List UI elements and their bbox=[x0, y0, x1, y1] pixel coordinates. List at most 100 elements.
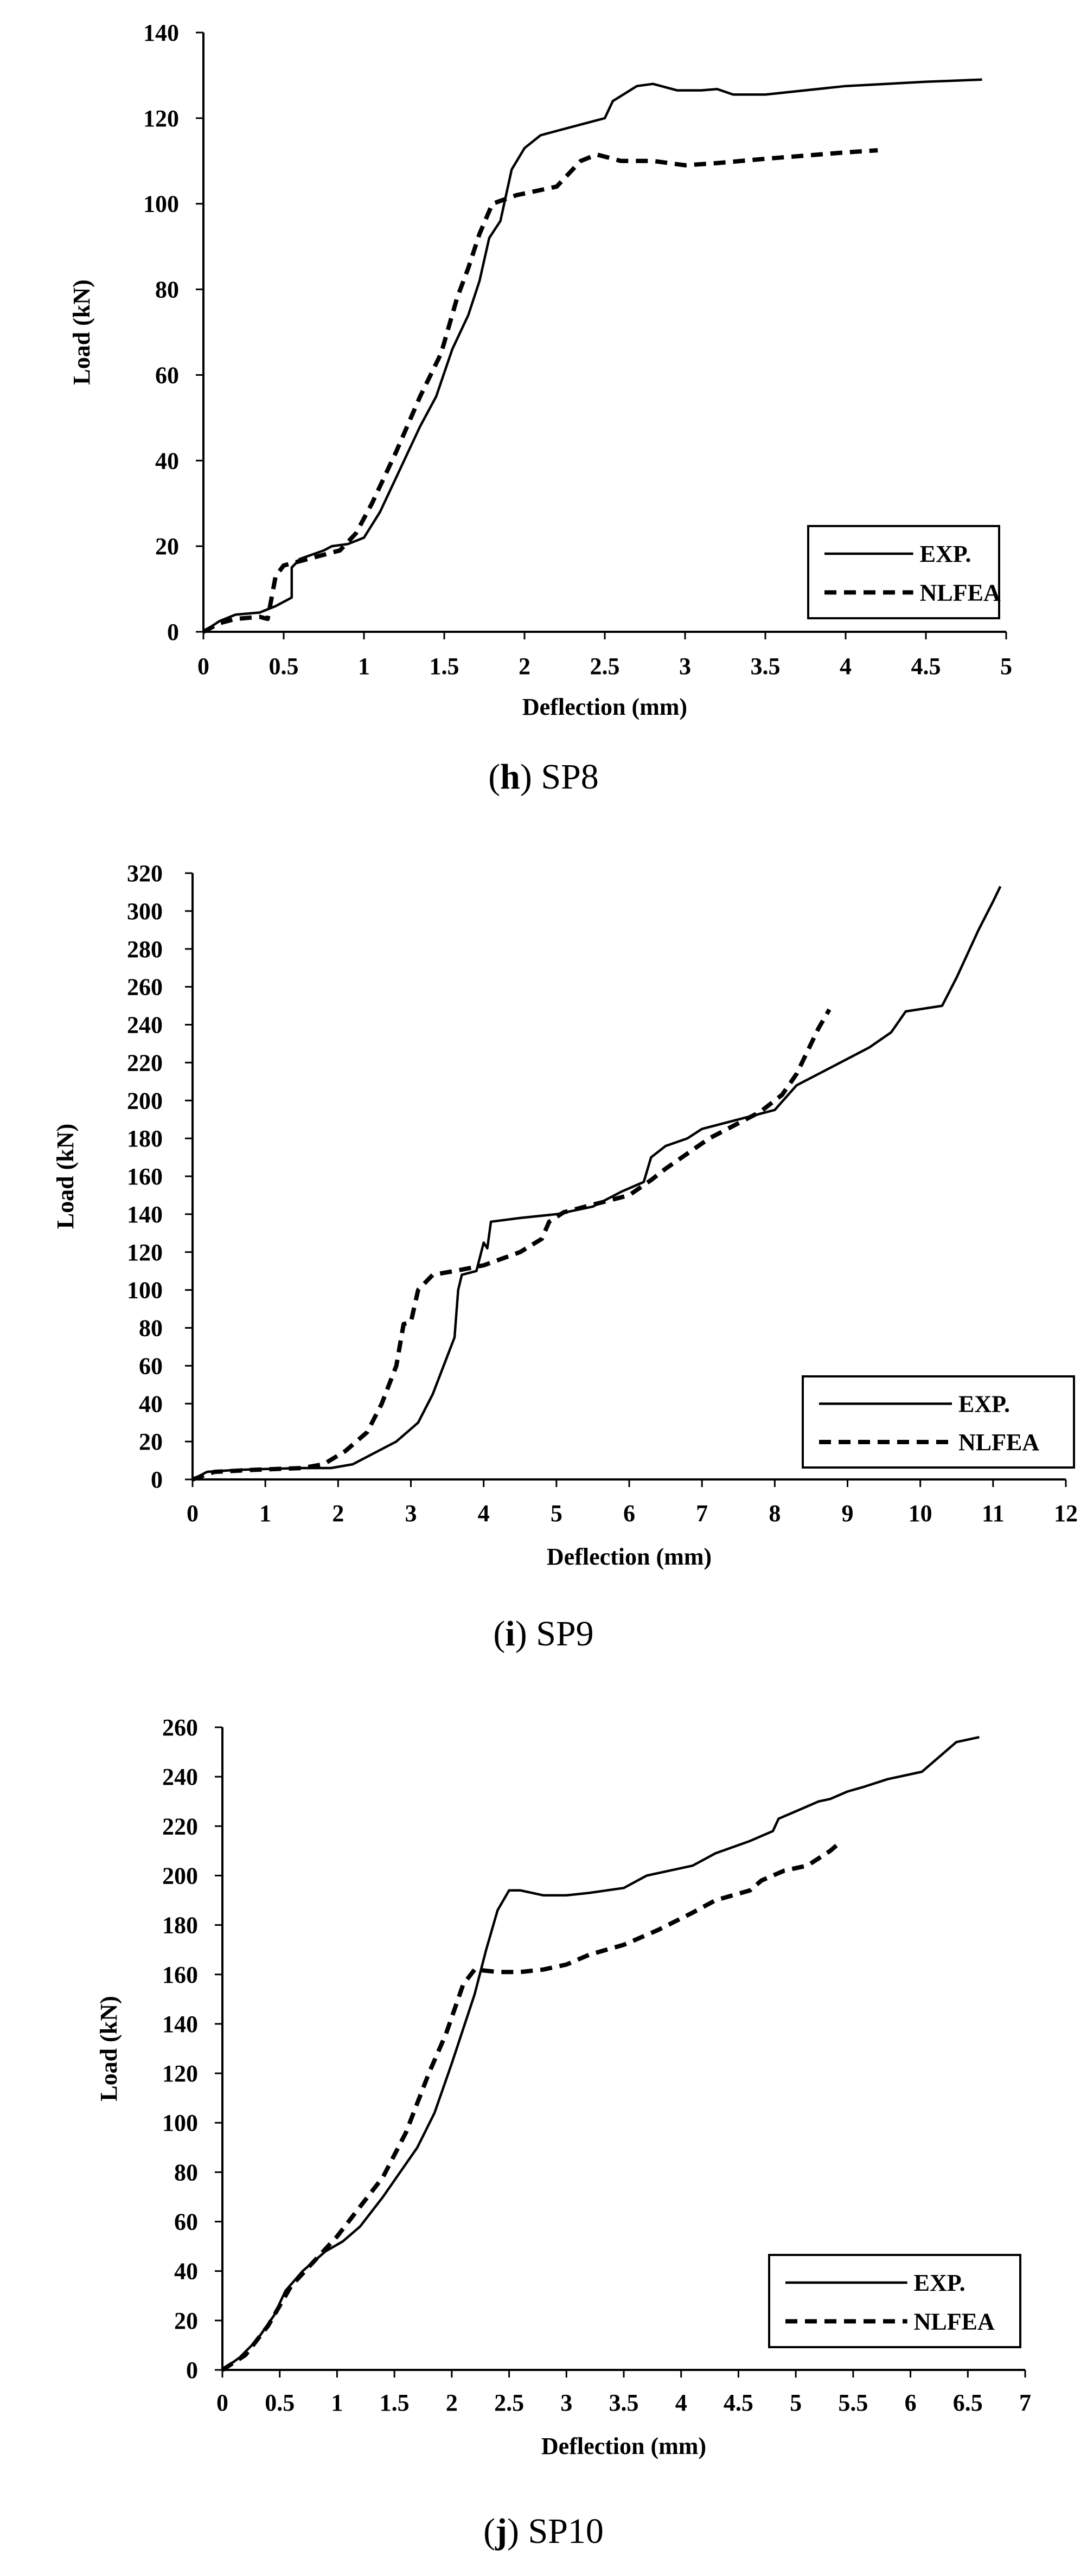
x-tick-label: 5 bbox=[790, 2389, 802, 2416]
y-tick-label: 0 bbox=[167, 619, 179, 645]
series-nlfea-line bbox=[202, 148, 878, 634]
y-tick-label: 240 bbox=[162, 1764, 198, 1790]
y-tick-label: 260 bbox=[127, 974, 163, 1001]
caption-sp8: (h) SP8 bbox=[488, 757, 599, 797]
x-tick-label: 1 bbox=[259, 1500, 271, 1527]
y-axis-title: Load (kN) bbox=[95, 1996, 122, 2101]
x-axis-title: Deflection (mm) bbox=[541, 2433, 706, 2459]
y-tick-label: 60 bbox=[174, 2209, 198, 2235]
legend: EXP. NLFEA bbox=[807, 525, 1001, 619]
y-tick-label: 100 bbox=[162, 2110, 198, 2136]
y-tick-label: 80 bbox=[155, 277, 179, 303]
y-tick-label: 140 bbox=[127, 1201, 163, 1228]
y-tick-label: 40 bbox=[139, 1390, 163, 1417]
legend-box bbox=[768, 2254, 1021, 2348]
x-tick-label: 0 bbox=[187, 1500, 199, 1527]
x-tick-label: 6 bbox=[905, 2389, 917, 2416]
y-tick-label: 120 bbox=[127, 1239, 163, 1266]
x-tick-label: 2.5 bbox=[590, 653, 620, 680]
series-nlfea-line bbox=[221, 1839, 843, 2372]
y-tick-label: 100 bbox=[143, 191, 179, 217]
legend-exp-label: EXP. bbox=[920, 541, 971, 567]
y-tick-label: 140 bbox=[143, 20, 179, 46]
legend-nlfea-label: NLFEA bbox=[958, 1429, 1039, 1456]
legend-exp-label: EXP. bbox=[958, 1390, 1010, 1417]
y-tick-label: 320 bbox=[127, 860, 163, 887]
x-tick-label: 3 bbox=[405, 1500, 417, 1527]
y-tick-label: 140 bbox=[162, 2011, 198, 2037]
legend-box bbox=[807, 525, 1000, 619]
y-tick-label: 100 bbox=[127, 1277, 163, 1304]
x-tick-label: 3 bbox=[679, 653, 691, 680]
series-exp-line bbox=[221, 1736, 980, 2371]
chart-sp9: 0204060801001201401601802002202402602803… bbox=[52, 860, 1078, 1570]
y-tick-label: 120 bbox=[143, 105, 179, 132]
y-tick-label: 120 bbox=[162, 2060, 198, 2087]
x-tick-label: 2 bbox=[446, 2389, 458, 2416]
y-tick-label: 0 bbox=[186, 2357, 198, 2383]
x-tick-label: 5.5 bbox=[838, 2389, 868, 2416]
y-tick-label: 60 bbox=[139, 1353, 163, 1379]
y-tick-label: 160 bbox=[127, 1163, 163, 1190]
x-tick-label: 1 bbox=[358, 653, 370, 680]
y-tick-label: 80 bbox=[174, 2159, 198, 2186]
y-tick-label: 180 bbox=[162, 1912, 198, 1939]
legend-exp-label: EXP. bbox=[914, 2270, 965, 2296]
legend-nlfea-label: NLFEA bbox=[920, 579, 1001, 606]
caption-name: SP10 bbox=[528, 2511, 604, 2551]
chart-sp8: 0 20 40 60 80 100 120 140 0 0.5 1 1.5 2 2.5 3 3.5 4 4.5 5 D… bbox=[68, 20, 1012, 720]
y-tick-label: 200 bbox=[127, 1087, 163, 1114]
x-tick-label: 4 bbox=[478, 1500, 490, 1527]
x-tick-label: 10 bbox=[909, 1500, 932, 1527]
x-tick-label: 2 bbox=[332, 1500, 344, 1527]
caption-name: SP9 bbox=[536, 1614, 594, 1654]
y-tick-label: 20 bbox=[155, 533, 179, 560]
x-tick-label: 2.5 bbox=[494, 2389, 524, 2416]
y-tick-label: 80 bbox=[139, 1315, 163, 1342]
y-tick-label: 40 bbox=[155, 447, 179, 474]
caption-name: SP8 bbox=[541, 757, 599, 797]
chart-sp10: 0 20 40 60 80 100 120 140 160 180 200 220 240 260 0 0.5… bbox=[95, 1714, 1031, 2459]
x-tick-label: 0 bbox=[216, 2389, 228, 2416]
series-exp-line bbox=[202, 78, 982, 633]
y-tick-label: 300 bbox=[127, 898, 163, 925]
legend-box bbox=[802, 1375, 1075, 1469]
x-tick-label: 1.5 bbox=[380, 2389, 410, 2416]
series-nlfea-line bbox=[191, 1008, 832, 1482]
y-tick-label: 0 bbox=[151, 1466, 163, 1493]
legend: EXP. NLFEA bbox=[768, 2254, 1021, 2348]
y-axis-title: Load (kN) bbox=[52, 1124, 79, 1229]
legend: EXP. NLFEA bbox=[802, 1375, 1075, 1469]
y-tick-label: 20 bbox=[174, 2308, 198, 2334]
x-tick-label: 3.5 bbox=[751, 653, 781, 680]
x-tick-label: 9 bbox=[842, 1500, 854, 1527]
x-tick-label: 6.5 bbox=[953, 2389, 983, 2416]
y-tick-label: 180 bbox=[127, 1125, 163, 1152]
x-tick-label: 7 bbox=[696, 1500, 708, 1527]
y-tick-label: 260 bbox=[162, 1714, 198, 1741]
caption-sp9: (i) SP9 bbox=[493, 1614, 594, 1654]
y-tick-label: 200 bbox=[162, 1862, 198, 1889]
x-axis-title: Deflection (mm) bbox=[522, 694, 687, 720]
caption-letter: h bbox=[500, 757, 520, 797]
x-tick-label: 2 bbox=[519, 653, 530, 680]
x-tick-label: 4 bbox=[840, 653, 852, 680]
x-tick-label: 5 bbox=[1000, 653, 1012, 680]
x-tick-label: 4.5 bbox=[911, 653, 941, 680]
x-tick-label: 7 bbox=[1019, 2389, 1031, 2416]
x-axis-title: Deflection (mm) bbox=[547, 1543, 712, 1570]
y-tick-label: 160 bbox=[162, 1962, 198, 1988]
y-tick-label: 40 bbox=[174, 2258, 198, 2285]
caption-letter: j bbox=[495, 2511, 508, 2551]
x-tick-label: 1.5 bbox=[430, 653, 459, 680]
x-tick-label: 6 bbox=[623, 1500, 635, 1527]
x-tick-label: 0.5 bbox=[265, 2389, 295, 2416]
y-axis-title: Load (kN) bbox=[68, 279, 95, 385]
y-tick-label: 60 bbox=[155, 362, 179, 388]
x-tick-label: 12 bbox=[1054, 1500, 1078, 1527]
y-tick-label: 220 bbox=[162, 1813, 198, 1840]
y-tick-label: 220 bbox=[127, 1049, 163, 1076]
x-tick-label: 4 bbox=[675, 2389, 687, 2416]
x-tick-label: 1 bbox=[331, 2389, 343, 2416]
